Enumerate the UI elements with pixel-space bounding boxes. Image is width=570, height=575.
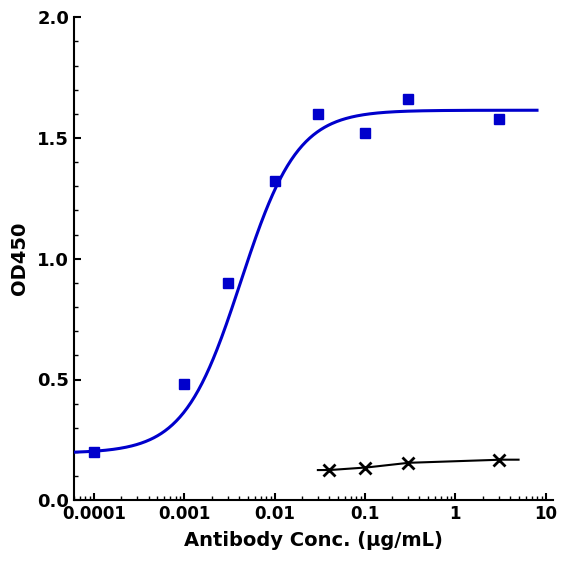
Y-axis label: OD450: OD450 [10,222,29,296]
X-axis label: Antibody Conc. (μg/mL): Antibody Conc. (μg/mL) [184,531,443,550]
